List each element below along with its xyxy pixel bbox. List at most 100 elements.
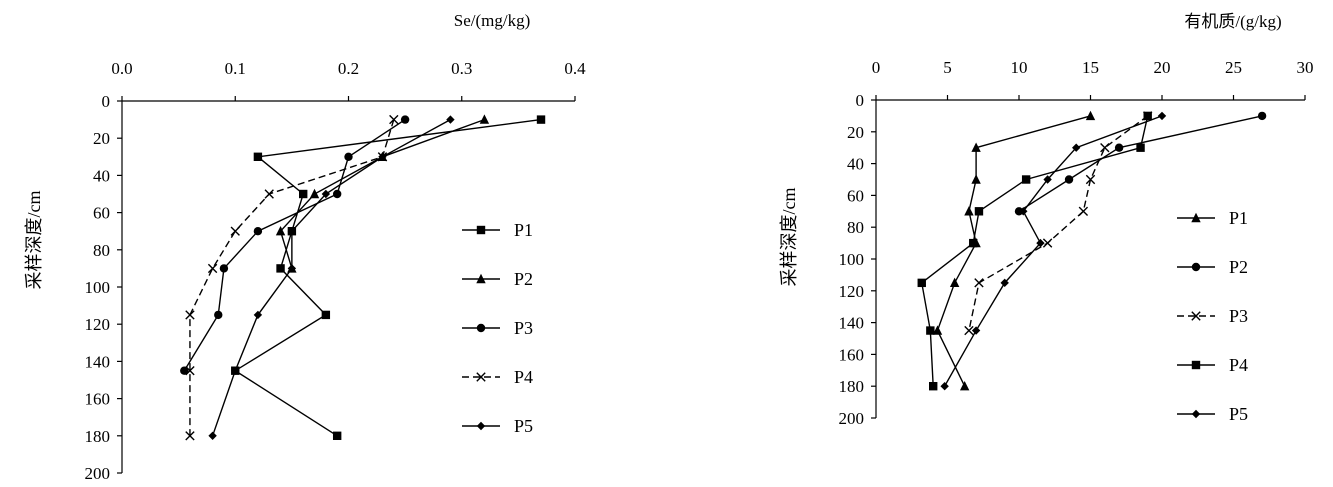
legend-label: P1 <box>514 220 533 240</box>
data-point <box>959 381 970 391</box>
y-tick-label: 20 <box>93 129 110 148</box>
legend-marker <box>1191 262 1201 272</box>
legend-label: P4 <box>1229 355 1248 375</box>
y-tick-label: 180 <box>85 427 111 446</box>
legend-label: P2 <box>514 269 533 289</box>
legend-item-p3: P3 <box>1177 306 1248 326</box>
data-point <box>1143 111 1152 121</box>
data-point <box>264 189 274 199</box>
legend-item-p1: P1 <box>462 220 533 240</box>
data-point <box>974 278 984 288</box>
series-p5 <box>208 115 455 440</box>
y-tick-label: 160 <box>85 390 111 409</box>
data-point <box>1043 175 1052 184</box>
data-point <box>971 326 981 335</box>
legend-marker <box>476 323 486 333</box>
data-point <box>253 227 263 236</box>
series-p2 <box>275 114 490 273</box>
series-line <box>211 118 451 437</box>
data-point <box>1257 111 1267 121</box>
y-tick-label: 20 <box>847 123 864 142</box>
data-point <box>1036 238 1045 248</box>
data-point <box>321 189 331 199</box>
data-point <box>321 310 331 320</box>
data-point <box>207 263 218 274</box>
data-point <box>299 189 308 199</box>
y-tick-label: 40 <box>847 155 864 174</box>
data-point <box>332 189 342 199</box>
data-point <box>214 310 223 320</box>
series-p3 <box>180 115 410 375</box>
series-p4 <box>917 111 1152 391</box>
x-tick-label: 10 <box>1011 58 1028 77</box>
legend-marker <box>476 372 486 382</box>
legend-item-p4: P4 <box>1177 355 1248 375</box>
x-tick-label: 0.3 <box>451 59 472 78</box>
y-tick-label: 80 <box>847 218 864 237</box>
y-tick-label: 200 <box>839 409 865 428</box>
data-point <box>287 264 297 273</box>
data-point <box>344 152 353 161</box>
y-tick-label: 0 <box>856 91 865 110</box>
legend-label: P5 <box>514 416 533 436</box>
data-point <box>253 152 263 161</box>
data-point <box>231 366 240 375</box>
data-point <box>1021 175 1031 184</box>
organic-matter-depth-chart: 0 5 10 15 20 25 30 0 20 40 60 80 100 120 140 160 180 200 有… <box>779 12 1314 428</box>
series-line <box>183 119 406 372</box>
data-point <box>964 325 974 336</box>
y-tick-label: 40 <box>93 166 110 185</box>
legend-label: P3 <box>514 318 533 338</box>
data-point <box>185 431 195 441</box>
data-point <box>969 238 978 248</box>
y-tick-label: 120 <box>85 315 111 334</box>
legend-marker <box>476 273 486 284</box>
series-p4 <box>185 114 399 441</box>
x-tick-label: 0.0 <box>111 59 132 78</box>
legend-item-p2: P2 <box>1177 257 1248 277</box>
data-point <box>917 278 926 288</box>
legend-label: P1 <box>1229 208 1248 228</box>
data-point <box>287 227 297 236</box>
series-line <box>189 119 395 436</box>
data-point <box>1157 111 1167 121</box>
y-tick-label: 160 <box>839 345 865 364</box>
series-line <box>936 115 1091 387</box>
legend-marker <box>1191 409 1201 419</box>
legend-label: P3 <box>1229 306 1248 326</box>
series-line <box>233 118 542 437</box>
series-p5 <box>940 111 1167 391</box>
data-point <box>185 366 195 376</box>
y-tick-label: 60 <box>847 186 864 205</box>
y-tick-label: 100 <box>839 250 865 269</box>
x-tick-label: 20 <box>1154 58 1171 77</box>
data-point <box>974 207 984 216</box>
series-line <box>920 115 1149 387</box>
x-tick-label: 5 <box>943 58 952 77</box>
data-point <box>1085 174 1096 185</box>
data-point <box>378 152 387 161</box>
x-tick-label: 15 <box>1082 58 1099 77</box>
y-tick-label: 140 <box>85 352 111 371</box>
legend-marker <box>476 421 486 431</box>
legend-marker <box>1191 311 1201 321</box>
data-point <box>253 310 263 320</box>
y-tick-label: 200 <box>85 464 111 483</box>
series-line <box>944 115 1163 387</box>
legend-item-p2: P2 <box>462 269 533 289</box>
legend-label: P5 <box>1229 404 1248 424</box>
data-point <box>1042 238 1053 248</box>
data-point <box>389 114 399 125</box>
legend-item-p4: P4 <box>462 367 533 387</box>
data-point <box>230 226 240 236</box>
series-line <box>279 118 485 269</box>
data-point <box>276 264 285 273</box>
legend-label: P4 <box>514 367 533 387</box>
data-point <box>536 115 546 124</box>
x-tick-label: 25 <box>1225 58 1242 77</box>
y-axis-title: 采样深度/cm <box>24 191 44 290</box>
data-point <box>1000 278 1009 288</box>
legend-marker <box>476 225 486 235</box>
data-point <box>479 114 490 124</box>
series-p1 <box>231 115 546 440</box>
